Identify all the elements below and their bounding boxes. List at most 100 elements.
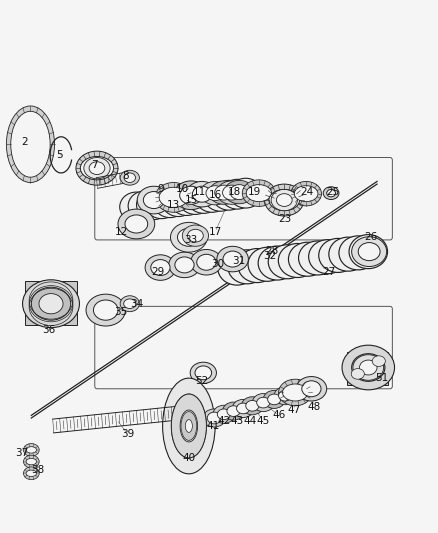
- Ellipse shape: [23, 455, 39, 468]
- Ellipse shape: [220, 179, 254, 209]
- Ellipse shape: [150, 260, 170, 276]
- Ellipse shape: [236, 403, 249, 414]
- Ellipse shape: [177, 228, 200, 246]
- Ellipse shape: [192, 186, 211, 202]
- Ellipse shape: [7, 106, 54, 182]
- Ellipse shape: [120, 170, 139, 185]
- Ellipse shape: [322, 187, 338, 199]
- Ellipse shape: [230, 184, 248, 199]
- Ellipse shape: [338, 236, 377, 270]
- Text: 12: 12: [114, 227, 127, 237]
- Ellipse shape: [247, 247, 286, 281]
- Ellipse shape: [190, 362, 216, 383]
- Ellipse shape: [301, 381, 320, 397]
- Ellipse shape: [190, 249, 222, 275]
- Ellipse shape: [23, 467, 39, 480]
- Ellipse shape: [16, 121, 45, 167]
- Ellipse shape: [258, 246, 296, 280]
- Ellipse shape: [180, 411, 196, 440]
- Ellipse shape: [278, 390, 291, 401]
- Ellipse shape: [278, 379, 311, 406]
- Text: 46: 46: [271, 410, 285, 421]
- Ellipse shape: [174, 257, 194, 273]
- Polygon shape: [33, 288, 71, 319]
- Ellipse shape: [143, 191, 164, 208]
- Text: 29: 29: [151, 267, 165, 277]
- Ellipse shape: [136, 190, 170, 220]
- Ellipse shape: [128, 191, 161, 221]
- Ellipse shape: [120, 192, 152, 222]
- Ellipse shape: [282, 384, 307, 401]
- Ellipse shape: [145, 189, 178, 219]
- Ellipse shape: [226, 406, 240, 416]
- Ellipse shape: [352, 355, 383, 380]
- Ellipse shape: [223, 251, 242, 267]
- Ellipse shape: [80, 157, 113, 180]
- Text: 39: 39: [121, 429, 134, 439]
- Ellipse shape: [216, 246, 248, 272]
- Polygon shape: [25, 281, 77, 325]
- Ellipse shape: [203, 181, 237, 211]
- Ellipse shape: [179, 186, 202, 204]
- Text: 24: 24: [300, 187, 313, 197]
- Text: 33: 33: [184, 235, 197, 245]
- Ellipse shape: [182, 225, 208, 246]
- Ellipse shape: [276, 193, 291, 206]
- Ellipse shape: [120, 296, 139, 312]
- Ellipse shape: [187, 183, 220, 213]
- Ellipse shape: [162, 187, 194, 216]
- Text: 18: 18: [228, 187, 241, 197]
- Text: 9: 9: [157, 184, 163, 195]
- Ellipse shape: [118, 209, 154, 239]
- Ellipse shape: [39, 294, 63, 314]
- Text: 48: 48: [306, 402, 319, 413]
- Ellipse shape: [168, 252, 200, 278]
- Ellipse shape: [288, 242, 326, 276]
- Ellipse shape: [26, 447, 36, 453]
- Text: 2: 2: [21, 136, 28, 147]
- Ellipse shape: [137, 186, 170, 214]
- Text: 26: 26: [363, 232, 376, 243]
- Ellipse shape: [350, 368, 364, 379]
- Ellipse shape: [351, 237, 386, 266]
- Ellipse shape: [84, 158, 110, 179]
- Ellipse shape: [207, 412, 221, 424]
- Text: 23: 23: [278, 214, 291, 224]
- Text: 42: 42: [217, 416, 230, 426]
- Ellipse shape: [170, 185, 203, 215]
- Text: 41: 41: [206, 421, 219, 431]
- Ellipse shape: [359, 360, 376, 375]
- Text: 35: 35: [114, 306, 127, 317]
- Ellipse shape: [124, 173, 135, 182]
- Ellipse shape: [76, 151, 118, 185]
- Ellipse shape: [208, 181, 238, 204]
- Text: 8: 8: [122, 171, 128, 181]
- Text: 32: 32: [263, 251, 276, 261]
- Ellipse shape: [222, 402, 244, 420]
- Ellipse shape: [93, 300, 118, 320]
- Ellipse shape: [216, 181, 246, 204]
- Ellipse shape: [326, 189, 335, 197]
- Ellipse shape: [196, 254, 215, 270]
- Ellipse shape: [308, 240, 346, 274]
- Ellipse shape: [205, 185, 224, 200]
- Ellipse shape: [242, 180, 275, 206]
- Text: 47: 47: [286, 405, 300, 415]
- Ellipse shape: [162, 378, 215, 474]
- Ellipse shape: [217, 251, 256, 285]
- Ellipse shape: [246, 184, 271, 201]
- Ellipse shape: [212, 180, 245, 210]
- Text: 16: 16: [208, 190, 221, 200]
- Ellipse shape: [293, 185, 317, 201]
- Ellipse shape: [351, 354, 384, 381]
- Ellipse shape: [267, 394, 280, 405]
- Ellipse shape: [241, 397, 263, 415]
- Ellipse shape: [187, 229, 203, 242]
- Text: 43: 43: [230, 416, 243, 426]
- Ellipse shape: [268, 245, 306, 279]
- Text: 51: 51: [374, 373, 387, 383]
- Ellipse shape: [23, 443, 39, 456]
- Ellipse shape: [26, 470, 36, 477]
- Ellipse shape: [256, 397, 269, 408]
- Text: 13: 13: [166, 200, 180, 211]
